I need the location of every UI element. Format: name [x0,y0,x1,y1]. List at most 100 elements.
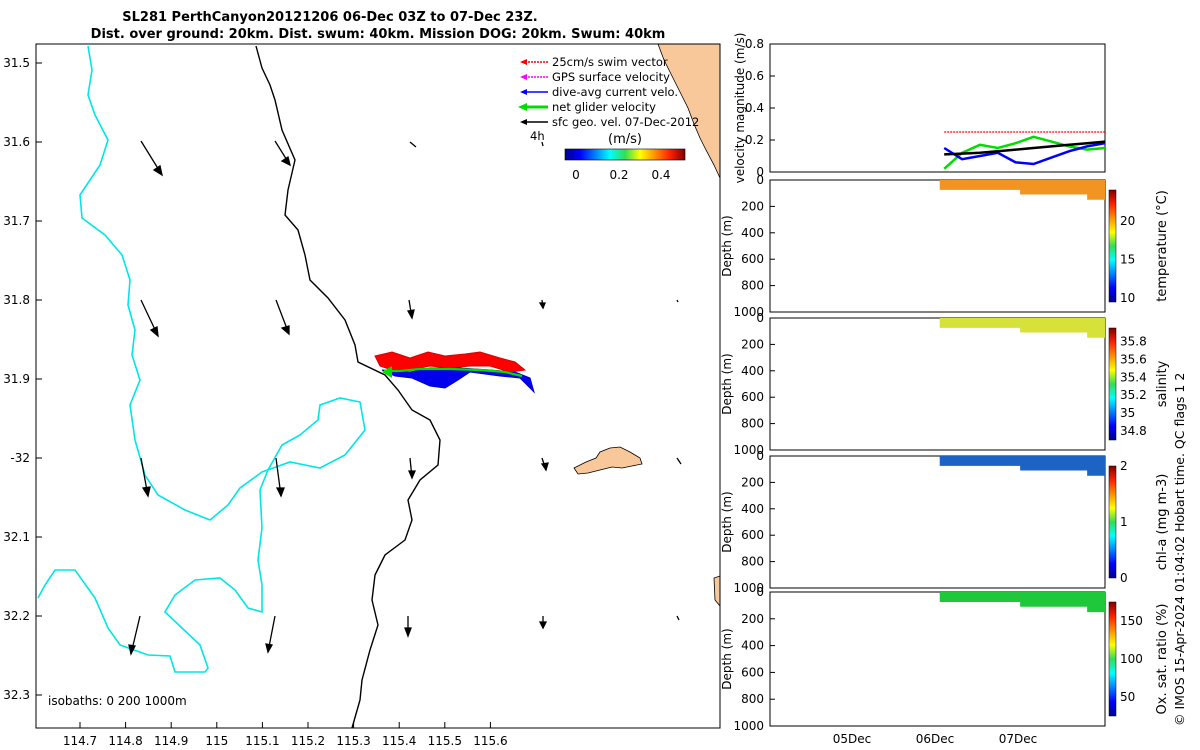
velocity-series-line [943,141,1106,166]
depth-colorbar [1108,601,1117,717]
map-lat-tick-label: 31.7 [3,214,30,228]
colorbar-label: temperature (°C) [1155,190,1170,302]
depth-panel-2: 0 200 400 600 800 1000 Depth (m) 34.8 35 35.2 35.4… [720,311,1170,457]
depth-ylabel: Depth (m) [720,215,734,276]
time-tick-05dec: 05Dec [833,732,872,746]
isobath-1000m [255,45,441,729]
map-lon-tick-label: 114.7 [63,734,97,748]
depth-ylabel: Depth (m) [720,491,734,552]
depth-panel-frame [769,317,1106,451]
depth-panel-3: 0 200 400 600 800 1000 Depth (m) 0 1 2 chl-a (mg m… [720,449,1170,595]
time-tick-06dec: 06Dec [916,732,955,746]
map-lat-tick-label: 31.6 [3,135,30,149]
depth-surface-layer [939,180,1105,183]
map-lon-tick-label: 115.4 [382,734,416,748]
net-glider-velocity-track [384,367,523,378]
imos-credit: © IMOS 15-Apr-2024 01:04:02 Hobart time.… [1172,373,1187,726]
depth-ytick-label: 0 [756,585,764,599]
colorbar-tick-label: 35.2 [1120,388,1147,402]
depth-ytick-label: 400 [741,226,764,240]
depth-ytick-label: 400 [741,639,764,653]
depth-panel-frame [769,179,1106,313]
map-colorbar-tick-2: 0.4 [651,168,670,182]
colorbar-tick-label: 2 [1120,459,1128,473]
map-lon-tick-label: 114.9 [154,734,188,748]
velocity-ytick-label: 0.4 [745,101,764,115]
map-lon-tick-label: 115.3 [336,734,370,748]
depth-colorbar [1108,189,1117,303]
depth-ytick-label: 1000 [733,581,764,595]
colorbar-tick-label: 15 [1120,253,1135,267]
map-lon-tick-label: 114.8 [108,734,142,748]
map-longitude-ticks: 114.7 114.8 114.9 115 115.1 115.2 115.3 115.4 11… [63,722,508,748]
colorbar-tick-label: 150 [1120,614,1143,628]
map-lon-tick-label: 115.1 [245,734,279,748]
figure-title-line1: SL281 PerthCanyon20121206 06-Dec 03Z to … [122,10,537,25]
depth-data-patch [939,592,1105,613]
map-frame [35,43,721,729]
depth-ytick-label: 800 [741,279,764,293]
map-colorbar-tick-1: 0.2 [609,168,628,182]
colorbar-tick-label: 10 [1120,291,1135,305]
depth-ytick-label: 600 [741,528,764,542]
depth-ylabel: Depth (m) [720,628,734,689]
colorbar-tick-label: 35.4 [1120,370,1147,384]
colorbar-tick-label: 1 [1120,515,1128,529]
track-start-marker [382,366,392,378]
map-lat-tick-label: -32 [10,451,30,465]
velocity-ytick-label: 0 [756,165,764,179]
colorbar-tick-label: 34.8 [1120,424,1147,438]
rottnest-island [573,446,643,475]
depth-ytick-label: 1000 [733,719,764,733]
depth-ytick-label: 800 [741,692,764,706]
depth-ytick-label: 1000 [733,305,764,319]
colorbar-tick-label: 35.8 [1120,334,1147,348]
velocity-panel-frame [769,43,1106,173]
depth-ytick-label: 400 [741,502,764,516]
depth-data-patch [939,318,1105,338]
velocity-ylabel: velocity magnitude (m/s) [733,33,747,184]
depth-colorbar [1108,465,1117,579]
colorbar-tick-label: 100 [1120,652,1143,666]
depth-ylabel: Depth (m) [720,353,734,414]
map-colorbar-title: (m/s) [608,132,642,147]
depth-ytick-label: 800 [741,417,764,431]
depth-data-patch [939,180,1105,200]
depth-ytick-label: 600 [741,665,764,679]
small-land [713,575,721,608]
legend-swim-vector: 25cm/s swim vector [552,55,668,69]
map-lat-tick-label: 31.9 [3,372,30,386]
depth-panel-frame [769,455,1106,589]
depth-ytick-label: 400 [741,364,764,378]
velocity-ytick-label: 0.8 [745,37,764,51]
depth-surface-layer [939,318,1105,321]
isobath-label: isobaths: 0 200 1000m [48,694,187,708]
depth-ytick-label: 200 [741,337,764,351]
map-latitude-ticks: 31.5 31.6 31.7 31.8 31.9 -32 32.1 32.2 32.3 [3,56,42,702]
map-lat-tick-label: 31.5 [3,56,30,70]
legend-net-glider-velocity: net glider velocity [552,100,656,114]
colorbar-tick-label: 35.6 [1120,352,1147,366]
legend-dive-avg-current: dive-avg current velo. [552,85,678,99]
depth-ytick-label: 600 [741,390,764,404]
depth-ytick-label: 200 [741,475,764,489]
velocity-ytick-label: 0.2 [745,133,764,147]
depth-surface-layer [939,456,1105,459]
map-lat-tick-label: 31.8 [3,293,30,307]
legend-gps-velocity: GPS surface velocity [552,70,670,84]
map-lon-tick-label: 115.2 [291,734,325,748]
depth-ytick-label: 0 [756,173,764,187]
depth-ytick-label: 200 [741,612,764,626]
depth-ytick-label: 1000 [733,443,764,457]
depth-data-patch [939,456,1105,476]
depth-ytick-label: 0 [756,311,764,325]
map-colorbar-tick-0: 0 [572,168,580,182]
map-lon-tick-label: 115 [205,734,228,748]
legend-sfc-geo-velocity: sfc geo. vel. 07-Dec-2012 [552,115,699,129]
time-tick-07dec: 07Dec [999,732,1038,746]
sfc-geo-velocity-arrows [128,140,682,656]
colorbar-tick-label: 20 [1120,214,1135,228]
